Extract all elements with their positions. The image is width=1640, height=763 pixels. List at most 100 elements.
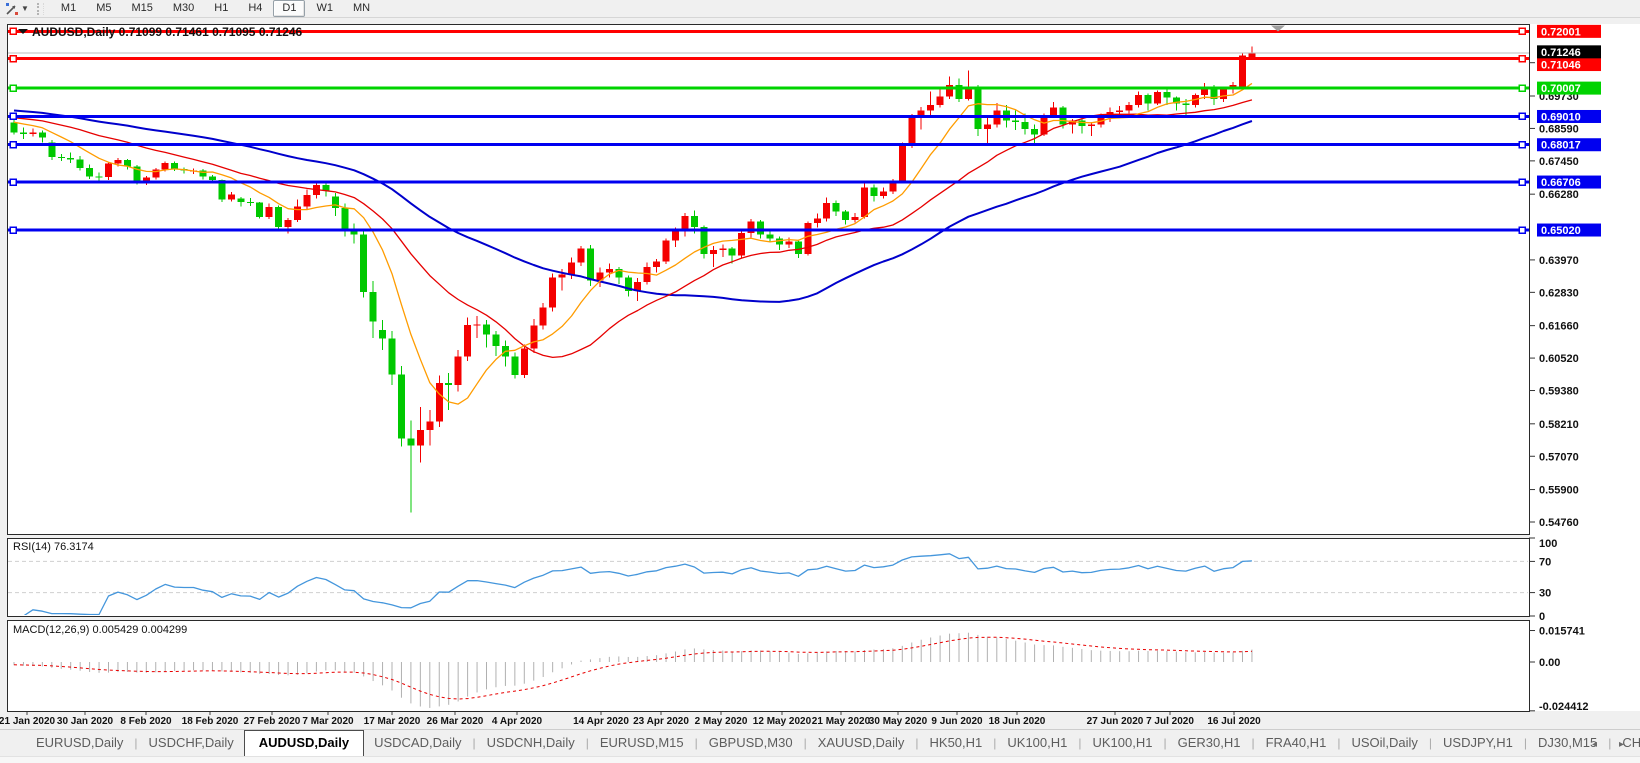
timeframe-button-d1[interactable]: D1 bbox=[273, 0, 306, 17]
rsi-line bbox=[23, 553, 1252, 615]
candle-body bbox=[1153, 92, 1161, 104]
price-label-text: 0.69010 bbox=[1541, 111, 1581, 123]
date-label: 21 Jan 2020 bbox=[0, 716, 56, 727]
candle-body bbox=[690, 215, 698, 228]
hline-anchor-right[interactable] bbox=[1518, 84, 1526, 92]
ma-slow-blue bbox=[13, 109, 1253, 303]
macd-panel[interactable] bbox=[7, 620, 1530, 712]
hline-anchor-right[interactable] bbox=[1518, 140, 1526, 149]
hline-anchor-right[interactable] bbox=[1518, 226, 1526, 234]
candle-body bbox=[246, 202, 254, 204]
candle-body bbox=[1012, 120, 1020, 122]
candle-body bbox=[927, 104, 935, 111]
timeframe-button-h4[interactable]: H4 bbox=[248, 2, 263, 14]
chart-tab-usoil-daily[interactable]: USOil,Daily bbox=[1351, 735, 1418, 750]
candle-body bbox=[331, 196, 339, 208]
hline-anchor-left[interactable] bbox=[9, 226, 17, 234]
candle-body bbox=[10, 122, 18, 133]
candle-body bbox=[199, 170, 207, 177]
chart-shift-marker-icon[interactable] bbox=[1271, 25, 1285, 32]
candle-body bbox=[520, 348, 528, 376]
candle-body bbox=[67, 158, 75, 160]
hline-anchor-right[interactable] bbox=[1518, 178, 1526, 186]
chart-tab-usdjpy-h1[interactable]: USDJPY,H1 bbox=[1443, 735, 1513, 750]
candle-body bbox=[813, 218, 821, 223]
panel-frames bbox=[7, 24, 1530, 712]
chart-tab-usdcad-daily[interactable]: USDCAD,Daily bbox=[374, 735, 462, 750]
candle-body bbox=[1068, 120, 1076, 125]
candle-body bbox=[1220, 89, 1228, 100]
hline-anchor-left[interactable] bbox=[9, 140, 17, 149]
symbol-dropdown-icon[interactable] bbox=[18, 29, 28, 34]
price-tick-label: 0.54760 bbox=[1539, 517, 1579, 529]
timeframe-button-m15[interactable]: M15 bbox=[131, 2, 153, 14]
date-label: 30 Jan 2020 bbox=[57, 716, 114, 727]
chart-tab-xauusd-daily[interactable]: XAUUSD,Daily bbox=[817, 735, 905, 750]
line-studies-icon[interactable] bbox=[3, 1, 21, 17]
ma-fast-orange bbox=[13, 82, 1253, 405]
chart-tab-dj30-m15[interactable]: DJ30,M15 bbox=[1538, 735, 1598, 750]
chart-tab-hk50-h1[interactable]: HK50,H1 bbox=[929, 735, 983, 750]
chart-tab-gbpusd-m30[interactable]: GBPUSD,M30 bbox=[708, 735, 793, 750]
date-label: 27 Feb 2020 bbox=[244, 716, 301, 727]
tab-separator: | bbox=[993, 735, 997, 750]
candle-body bbox=[615, 269, 623, 278]
tab-separator: | bbox=[1163, 735, 1167, 750]
tab-scroll-arrows: ◂ ▸ bbox=[1592, 739, 1624, 750]
hline-anchor-right[interactable] bbox=[1518, 54, 1526, 63]
tab-separator: | bbox=[134, 735, 138, 750]
hline-anchor-right[interactable] bbox=[1518, 112, 1526, 121]
hline-anchor-left[interactable] bbox=[9, 27, 17, 36]
toolbar-drag-handle[interactable] bbox=[36, 2, 44, 15]
candle-body bbox=[908, 117, 916, 147]
macd-tick-label: 0.015741 bbox=[1539, 626, 1585, 638]
chart-tab-usdchf-daily[interactable]: USDCHF,Daily bbox=[148, 735, 234, 750]
timeframe-button-w1[interactable]: W1 bbox=[316, 2, 333, 14]
candle-body bbox=[709, 249, 717, 254]
timeframe-button-h1[interactable]: H1 bbox=[214, 2, 229, 14]
chart-tab-eurusd-m15[interactable]: EURUSD,M15 bbox=[599, 735, 684, 750]
timeframe-button-mn[interactable]: MN bbox=[352, 2, 371, 14]
tab-scroll-left-icon[interactable]: ◂ bbox=[1591, 739, 1597, 750]
hline-anchor-left[interactable] bbox=[9, 84, 17, 92]
candle-body bbox=[917, 110, 925, 118]
chart-tab-uk100-h1[interactable]: UK100,H1 bbox=[1092, 735, 1153, 750]
chart-tab-ger30-h1[interactable]: GER30,H1 bbox=[1177, 735, 1241, 750]
candle-body bbox=[624, 277, 632, 292]
candle-body bbox=[634, 281, 642, 292]
chart-tab-eurusd-daily[interactable]: EURUSD,Daily bbox=[36, 735, 124, 750]
candle-body bbox=[823, 202, 831, 219]
candle-body bbox=[605, 269, 613, 273]
candle-body bbox=[577, 248, 585, 263]
candle-body bbox=[454, 356, 462, 385]
candle-body bbox=[369, 291, 377, 322]
hline-anchor-left[interactable] bbox=[9, 112, 17, 121]
rsi-panel[interactable] bbox=[7, 538, 1530, 617]
price-label-0.71046 bbox=[1537, 58, 1601, 72]
chart-tab-uk100-h1[interactable]: UK100,H1 bbox=[1007, 735, 1068, 750]
hline-anchor-left[interactable] bbox=[9, 178, 17, 186]
price-chart[interactable]: 0.709000.697300.685900.674500.662800.639… bbox=[0, 0, 1640, 730]
date-label: 4 Apr 2020 bbox=[492, 716, 543, 727]
hline-anchor-right[interactable] bbox=[1518, 27, 1526, 36]
candle-body bbox=[95, 176, 103, 178]
timeframe-button-m30[interactable]: M30 bbox=[172, 2, 195, 14]
chart-tab-usdcnh-daily[interactable]: USDCNH,Daily bbox=[486, 735, 575, 750]
chevron-down-icon[interactable]: ▼ bbox=[21, 4, 29, 13]
chart-tab-china300-h4[interactable]: CHINA300,H4 bbox=[1622, 735, 1640, 750]
macd-tick-label: 0.00 bbox=[1539, 657, 1560, 669]
chart-tab-audusd-daily[interactable]: AUDUSD,Daily bbox=[243, 730, 365, 756]
price-panel[interactable] bbox=[7, 24, 1530, 535]
hline-anchor-left[interactable] bbox=[9, 54, 17, 63]
timeframe-button-m1[interactable]: M1 bbox=[60, 2, 77, 14]
candle-body bbox=[757, 221, 765, 235]
candle-body bbox=[870, 187, 878, 196]
chart-tab-fra40-h1[interactable]: FRA40,H1 bbox=[1265, 735, 1327, 750]
price-label-text: 0.70007 bbox=[1541, 83, 1581, 95]
candle-body bbox=[57, 157, 65, 159]
price-tick-label: 0.60520 bbox=[1539, 353, 1579, 365]
tab-scroll-right-icon[interactable]: ▸ bbox=[1618, 739, 1624, 750]
candle-body bbox=[851, 217, 859, 221]
macd-plot bbox=[13, 632, 1253, 708]
timeframe-button-m5[interactable]: M5 bbox=[96, 2, 112, 14]
